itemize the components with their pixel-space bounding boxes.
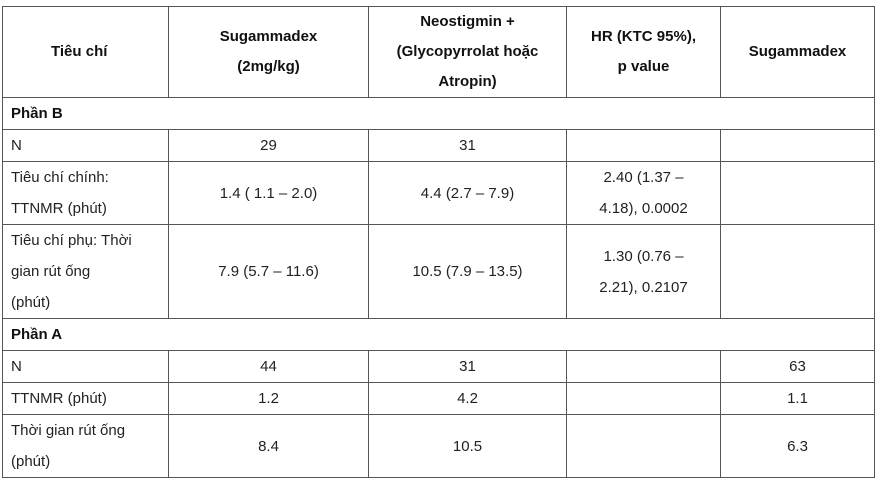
data-row: Tiêu chí chính: TTNMR (phút) 1.4 ( 1.1 – 2… (2, 161, 875, 225)
table-cell: N (2, 129, 169, 162)
table-cell (566, 382, 721, 415)
table-cell: N (2, 350, 169, 383)
cell-line: gian rút ống (11, 263, 91, 280)
cell-line: 1.1 (787, 390, 808, 407)
header-cell: Sugammadex (2mg/kg) (168, 6, 369, 98)
cell-line: 6.3 (787, 437, 808, 455)
data-row: TTNMR (phút) 1.2 4.2 1.1 (2, 382, 875, 415)
results-table: Tiêu chí Sugammadex (2mg/kg) Neostigmin + (G… (2, 6, 875, 478)
table-cell: 31 (368, 350, 567, 383)
cell-line: Neostigmin + (420, 13, 515, 30)
cell-line: p value (617, 58, 670, 75)
section-row: Phần B (2, 97, 875, 130)
table-cell: 1.1 (720, 382, 875, 415)
table-cell: Tiêu chí phụ: Thời gian rút ống (phút) (2, 224, 169, 319)
table-cell: 1.4 ( 1.1 – 2.0) (168, 161, 369, 225)
cell-line: 2.21), 0.2107 (599, 278, 688, 296)
cell-line: 31 (459, 137, 476, 154)
table-body: Phần B N 29 31 Tiêu chí chính: TTNMR (phút) 1.… (2, 97, 875, 478)
table-cell (566, 129, 721, 162)
cell-line: Sugammadex (219, 28, 318, 45)
cell-line: 31 (459, 358, 476, 375)
cell-line: 10.5 (452, 437, 483, 455)
header-cell: Tiêu chí (2, 6, 169, 98)
cell-line: 10.5 (7.9 – 13.5) (412, 263, 523, 280)
cell-line: N (11, 137, 22, 154)
table-cell: 6.3 (720, 414, 875, 478)
cell-line: Tiêu chí chính: (11, 169, 109, 186)
header-cell: HR (KTC 95%), p value (566, 6, 721, 98)
cell-line: 4.2 (457, 390, 478, 407)
table-cell: 2.40 (1.37 – 4.18), 0.0002 (566, 161, 721, 225)
data-row: N 44 31 63 (2, 350, 875, 383)
cell-line: HR (KTC 95%), (590, 28, 696, 45)
cell-line: (phút) (11, 294, 51, 311)
table-cell: 31 (368, 129, 567, 162)
cell-line: 1.4 ( 1.1 – 2.0) (219, 184, 318, 202)
section-title: Phần A (2, 318, 875, 351)
cell-line: (Glycopyrrolat hoặc (396, 43, 539, 60)
table-cell: 4.2 (368, 382, 567, 415)
data-row: Thời gian rút ống (phút) 8.4 10.5 6.3 (2, 414, 875, 478)
table-cell: Thời gian rút ống (phút) (2, 414, 169, 478)
cell-line: 44 (260, 358, 277, 375)
table-cell: 10.5 (7.9 – 13.5) (368, 224, 567, 319)
table-cell: Tiêu chí chính: TTNMR (phút) (2, 161, 169, 225)
table-cell: 4.4 (2.7 – 7.9) (368, 161, 567, 225)
table-cell: 63 (720, 350, 875, 383)
cell-line: Thời gian rút ống (11, 422, 126, 439)
cell-line: 8.4 (258, 437, 279, 455)
section-row: Phần A (2, 318, 875, 351)
table-cell (566, 350, 721, 383)
cell-line: Sugammadex (748, 43, 847, 60)
section-title: Phần B (2, 97, 875, 130)
table-cell (720, 161, 875, 225)
table-cell: 8.4 (168, 414, 369, 478)
cell-line: N (11, 358, 22, 375)
cell-line: 1.2 (258, 390, 279, 407)
cell-line: 29 (260, 137, 277, 154)
table-cell (720, 129, 875, 162)
cell-line: Atropin) (438, 73, 497, 90)
table-cell: 10.5 (368, 414, 567, 478)
cell-line: 7.9 (5.7 – 11.6) (218, 263, 319, 280)
table-cell: 44 (168, 350, 369, 383)
table-cell (566, 414, 721, 478)
table-cell: TTNMR (phút) (2, 382, 169, 415)
cell-line: 63 (789, 358, 806, 375)
cell-line: 4.4 (2.7 – 7.9) (420, 184, 515, 202)
cell-line: TTNMR (phút) (11, 390, 107, 407)
header-cell: Sugammadex (720, 6, 875, 98)
cell-line: (phút) (11, 453, 51, 470)
table-cell: 7.9 (5.7 – 11.6) (168, 224, 369, 319)
table-cell: 29 (168, 129, 369, 162)
cell-line: Tiêu chí (51, 43, 108, 60)
cell-line: TTNMR (phút) (11, 200, 107, 217)
cell-line: 2.40 (1.37 – (603, 169, 684, 186)
data-row: Tiêu chí phụ: Thời gian rút ống (phút) 7.9 … (2, 224, 875, 319)
cell-line: 1.30 (0.76 – (603, 247, 684, 265)
cell-line: 4.18), 0.0002 (599, 200, 688, 217)
table-cell (720, 224, 875, 319)
header-cell: Neostigmin + (Glycopyrrolat hoặc Atropin) (368, 6, 567, 98)
cell-line: (2mg/kg) (237, 58, 300, 75)
header-row: Tiêu chí Sugammadex (2mg/kg) Neostigmin + (G… (2, 6, 875, 98)
data-row: N 29 31 (2, 129, 875, 162)
table-cell: 1.30 (0.76 – 2.21), 0.2107 (566, 224, 721, 319)
table-cell: 1.2 (168, 382, 369, 415)
cell-line: Tiêu chí phụ: Thời (11, 232, 132, 249)
